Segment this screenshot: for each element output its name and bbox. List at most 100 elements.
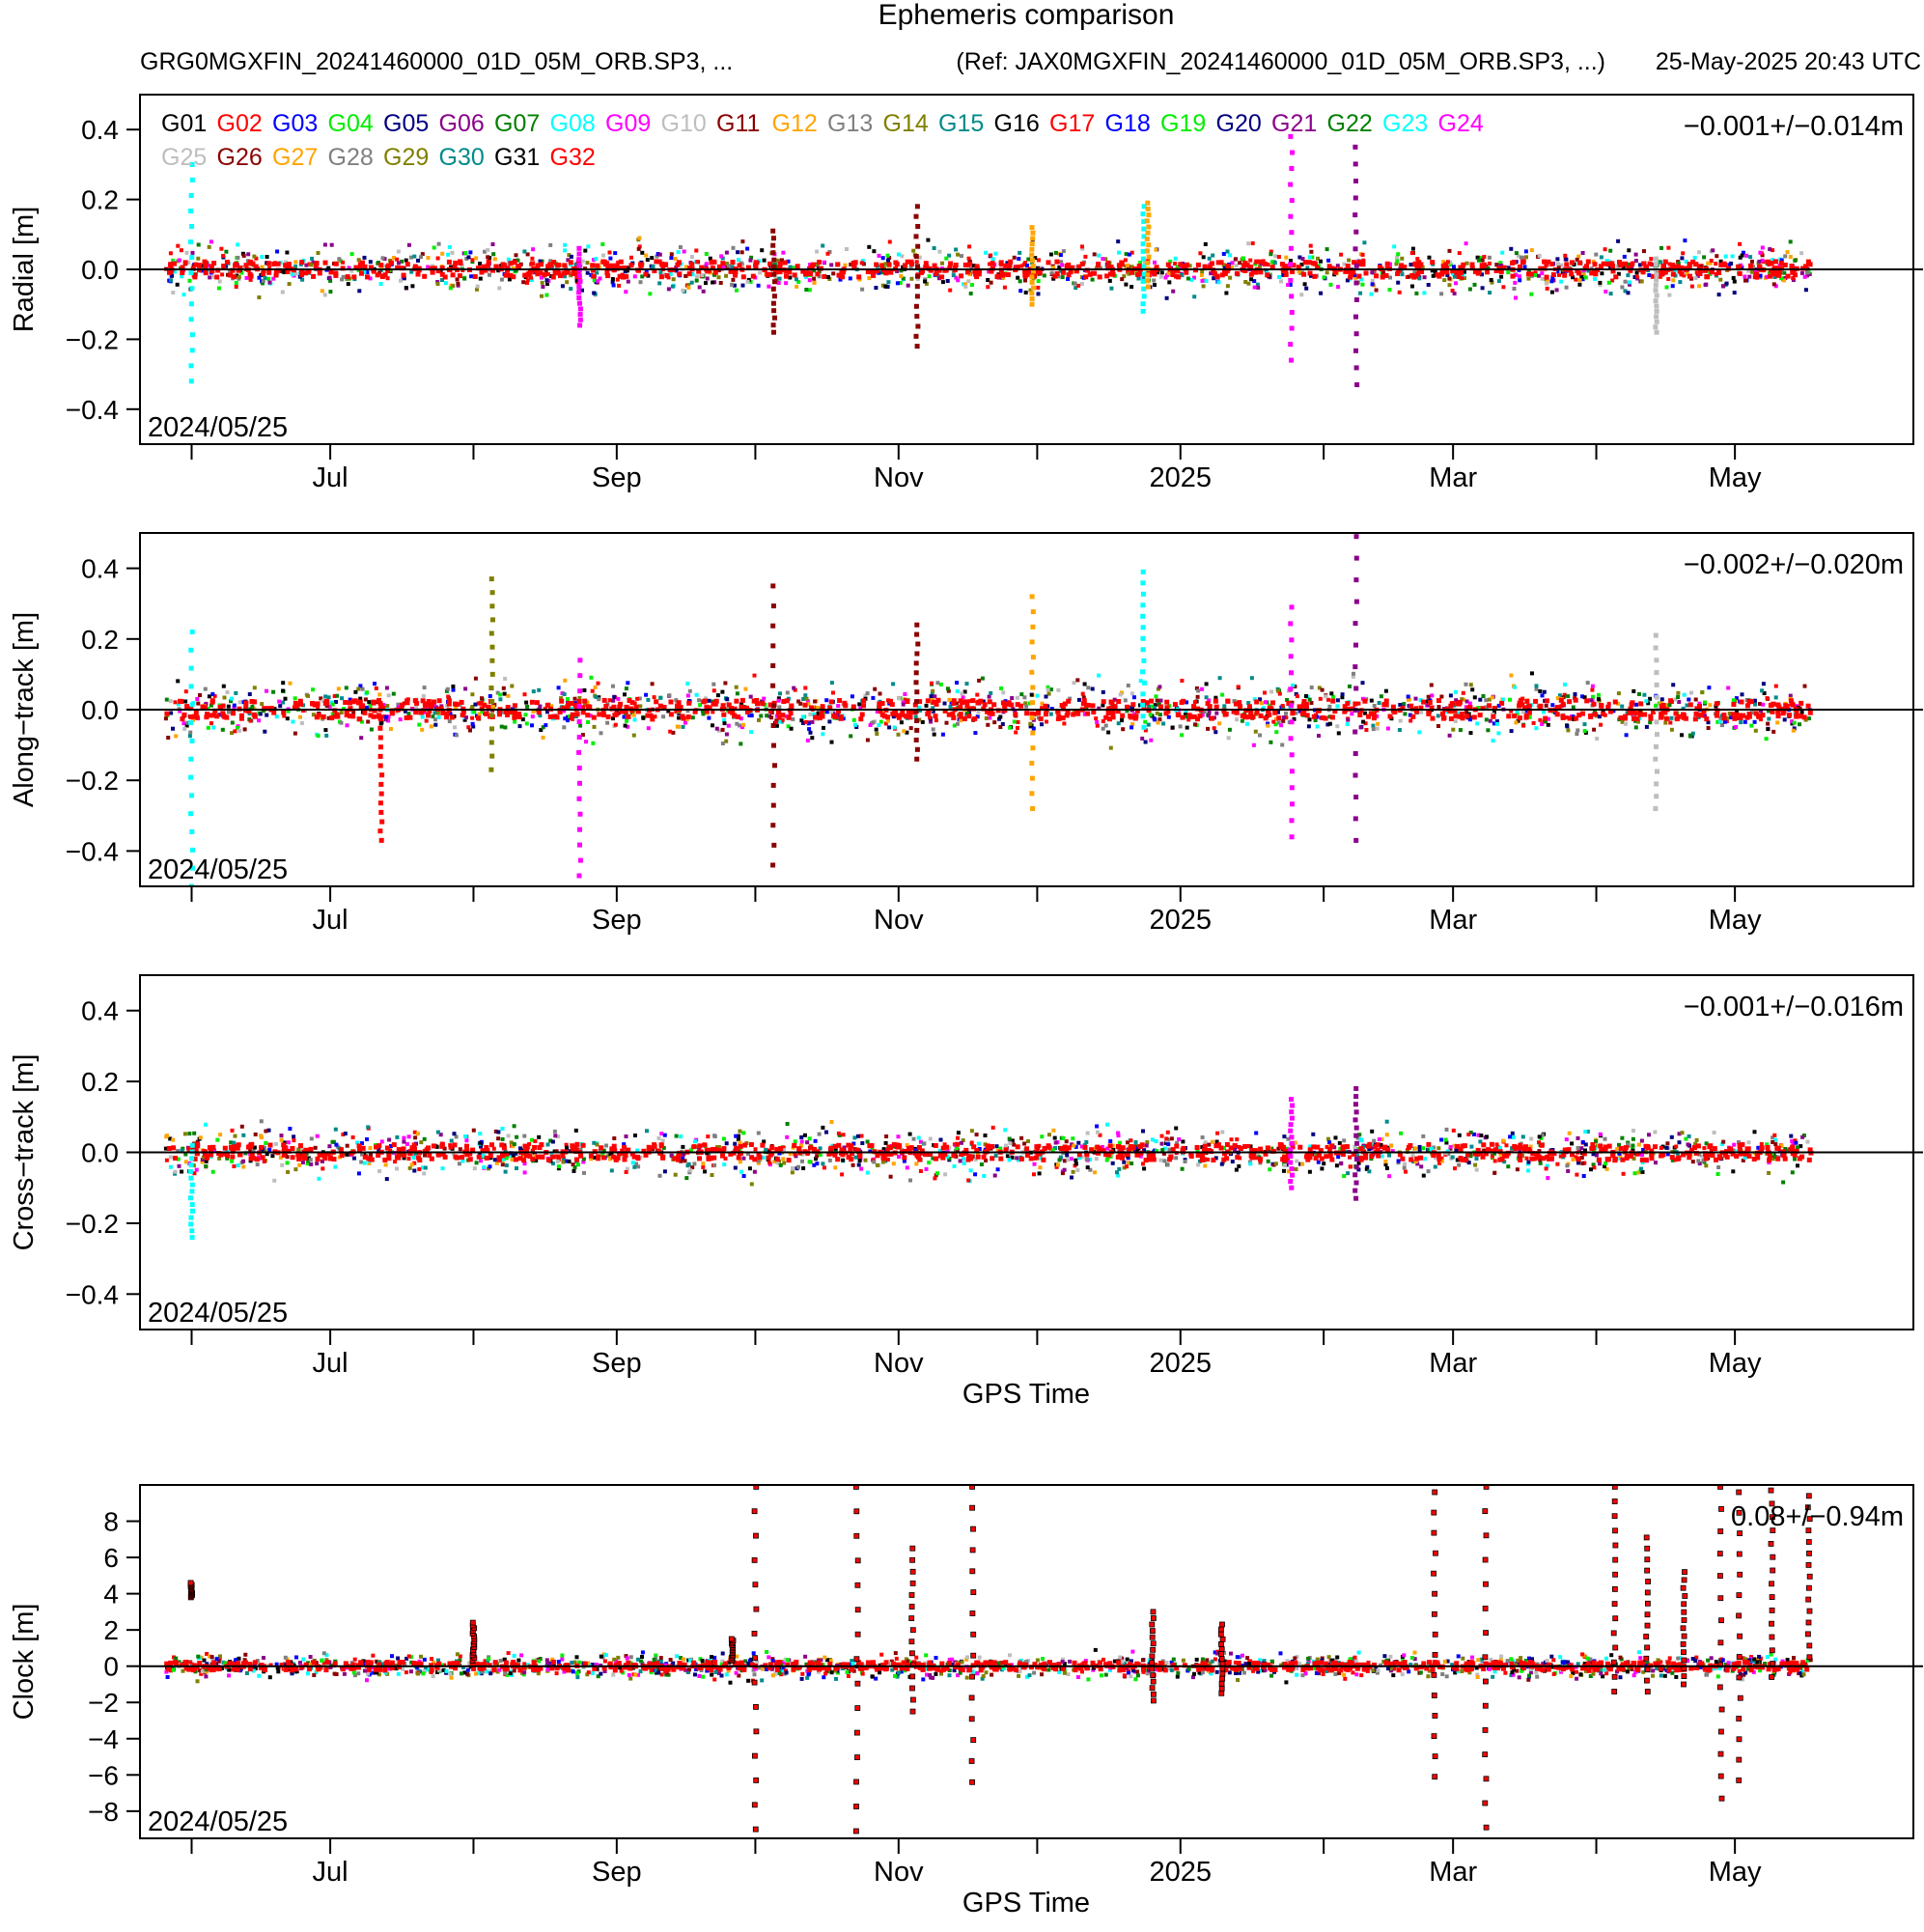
data-point	[1684, 260, 1688, 264]
data-point	[454, 706, 459, 711]
data-point	[885, 285, 890, 289]
data-point	[1487, 697, 1492, 702]
data-point	[412, 254, 417, 259]
data-point	[1265, 272, 1270, 278]
data-point	[686, 700, 692, 706]
outlier-point	[1353, 795, 1359, 799]
data-point	[1091, 710, 1097, 715]
data-point	[525, 252, 530, 257]
data-point	[1729, 715, 1734, 720]
data-point	[1722, 719, 1727, 724]
data-point	[774, 277, 779, 281]
data-point	[724, 1141, 729, 1146]
outlier-point	[1140, 211, 1146, 217]
data-point	[435, 268, 441, 274]
data-point	[694, 692, 699, 697]
data-point	[1613, 274, 1619, 280]
data-point	[404, 698, 410, 704]
data-point	[802, 702, 808, 708]
data-point	[1418, 698, 1423, 703]
data-point	[1388, 275, 1392, 280]
data-point	[399, 266, 404, 271]
data-point	[1765, 274, 1770, 279]
data-point	[857, 702, 862, 707]
data-point	[1468, 683, 1473, 687]
data-point	[409, 269, 414, 274]
data-point	[1790, 719, 1795, 724]
data-point	[1403, 712, 1408, 716]
data-point	[1164, 705, 1170, 711]
data-point	[252, 254, 257, 259]
data-point	[1486, 728, 1491, 733]
data-point	[1413, 696, 1418, 701]
data-point	[236, 242, 240, 247]
data-point	[1510, 260, 1516, 266]
data-point	[450, 272, 456, 278]
data-point	[1591, 1162, 1596, 1167]
data-point	[1258, 269, 1264, 275]
data-point	[675, 703, 680, 709]
data-point	[1254, 710, 1260, 715]
data-point	[989, 690, 993, 695]
data-point	[1301, 710, 1307, 715]
data-point	[1375, 714, 1380, 718]
outlier-point	[1030, 230, 1036, 236]
data-point	[928, 715, 933, 720]
data-point	[1126, 263, 1129, 267]
data-point	[1779, 258, 1784, 263]
data-point	[1129, 691, 1134, 696]
data-point	[1727, 712, 1732, 715]
data-point	[1668, 720, 1673, 725]
data-point	[816, 712, 821, 715]
data-point	[1452, 265, 1456, 269]
data-point	[359, 1160, 364, 1164]
data-point	[1051, 276, 1056, 281]
outlier-point	[1029, 639, 1035, 645]
data-point	[795, 284, 799, 289]
data-point	[1222, 712, 1228, 717]
data-point	[417, 722, 422, 727]
data-point	[187, 278, 192, 283]
data-point	[1126, 1161, 1130, 1165]
data-point	[1592, 262, 1598, 267]
data-point	[330, 702, 335, 707]
x-tick-label: Jul	[313, 905, 349, 936]
data-point	[1396, 252, 1401, 257]
outlier-point	[1029, 291, 1035, 296]
data-point	[1158, 704, 1163, 710]
data-point	[1157, 713, 1162, 717]
data-point	[933, 714, 938, 719]
data-point	[1571, 275, 1575, 280]
data-point	[1269, 740, 1273, 744]
data-point	[539, 728, 544, 733]
data-point	[1520, 1134, 1525, 1139]
data-point	[412, 698, 418, 704]
data-point	[1460, 715, 1465, 721]
data-point	[1335, 698, 1340, 703]
data-point	[1606, 701, 1611, 706]
data-point	[497, 286, 502, 291]
data-point	[1370, 278, 1375, 283]
data-point	[831, 690, 835, 695]
data-point	[1032, 273, 1038, 279]
data-point	[1523, 249, 1528, 254]
data-point	[618, 259, 624, 265]
data-point	[970, 283, 974, 288]
data-point	[486, 259, 491, 265]
data-point	[559, 696, 564, 701]
data-point	[232, 274, 237, 280]
data-point	[600, 259, 606, 265]
data-point	[1557, 693, 1562, 698]
data-point	[951, 715, 957, 720]
data-point	[603, 703, 609, 709]
data-point	[252, 686, 257, 690]
data-point	[785, 690, 790, 695]
data-point	[613, 251, 618, 256]
data-point	[1129, 1162, 1134, 1165]
data-point	[248, 718, 253, 723]
data-point	[1476, 706, 1481, 711]
data-point	[368, 276, 373, 281]
data-point	[1385, 726, 1390, 731]
data-point	[609, 263, 615, 268]
data-point	[1286, 701, 1292, 707]
